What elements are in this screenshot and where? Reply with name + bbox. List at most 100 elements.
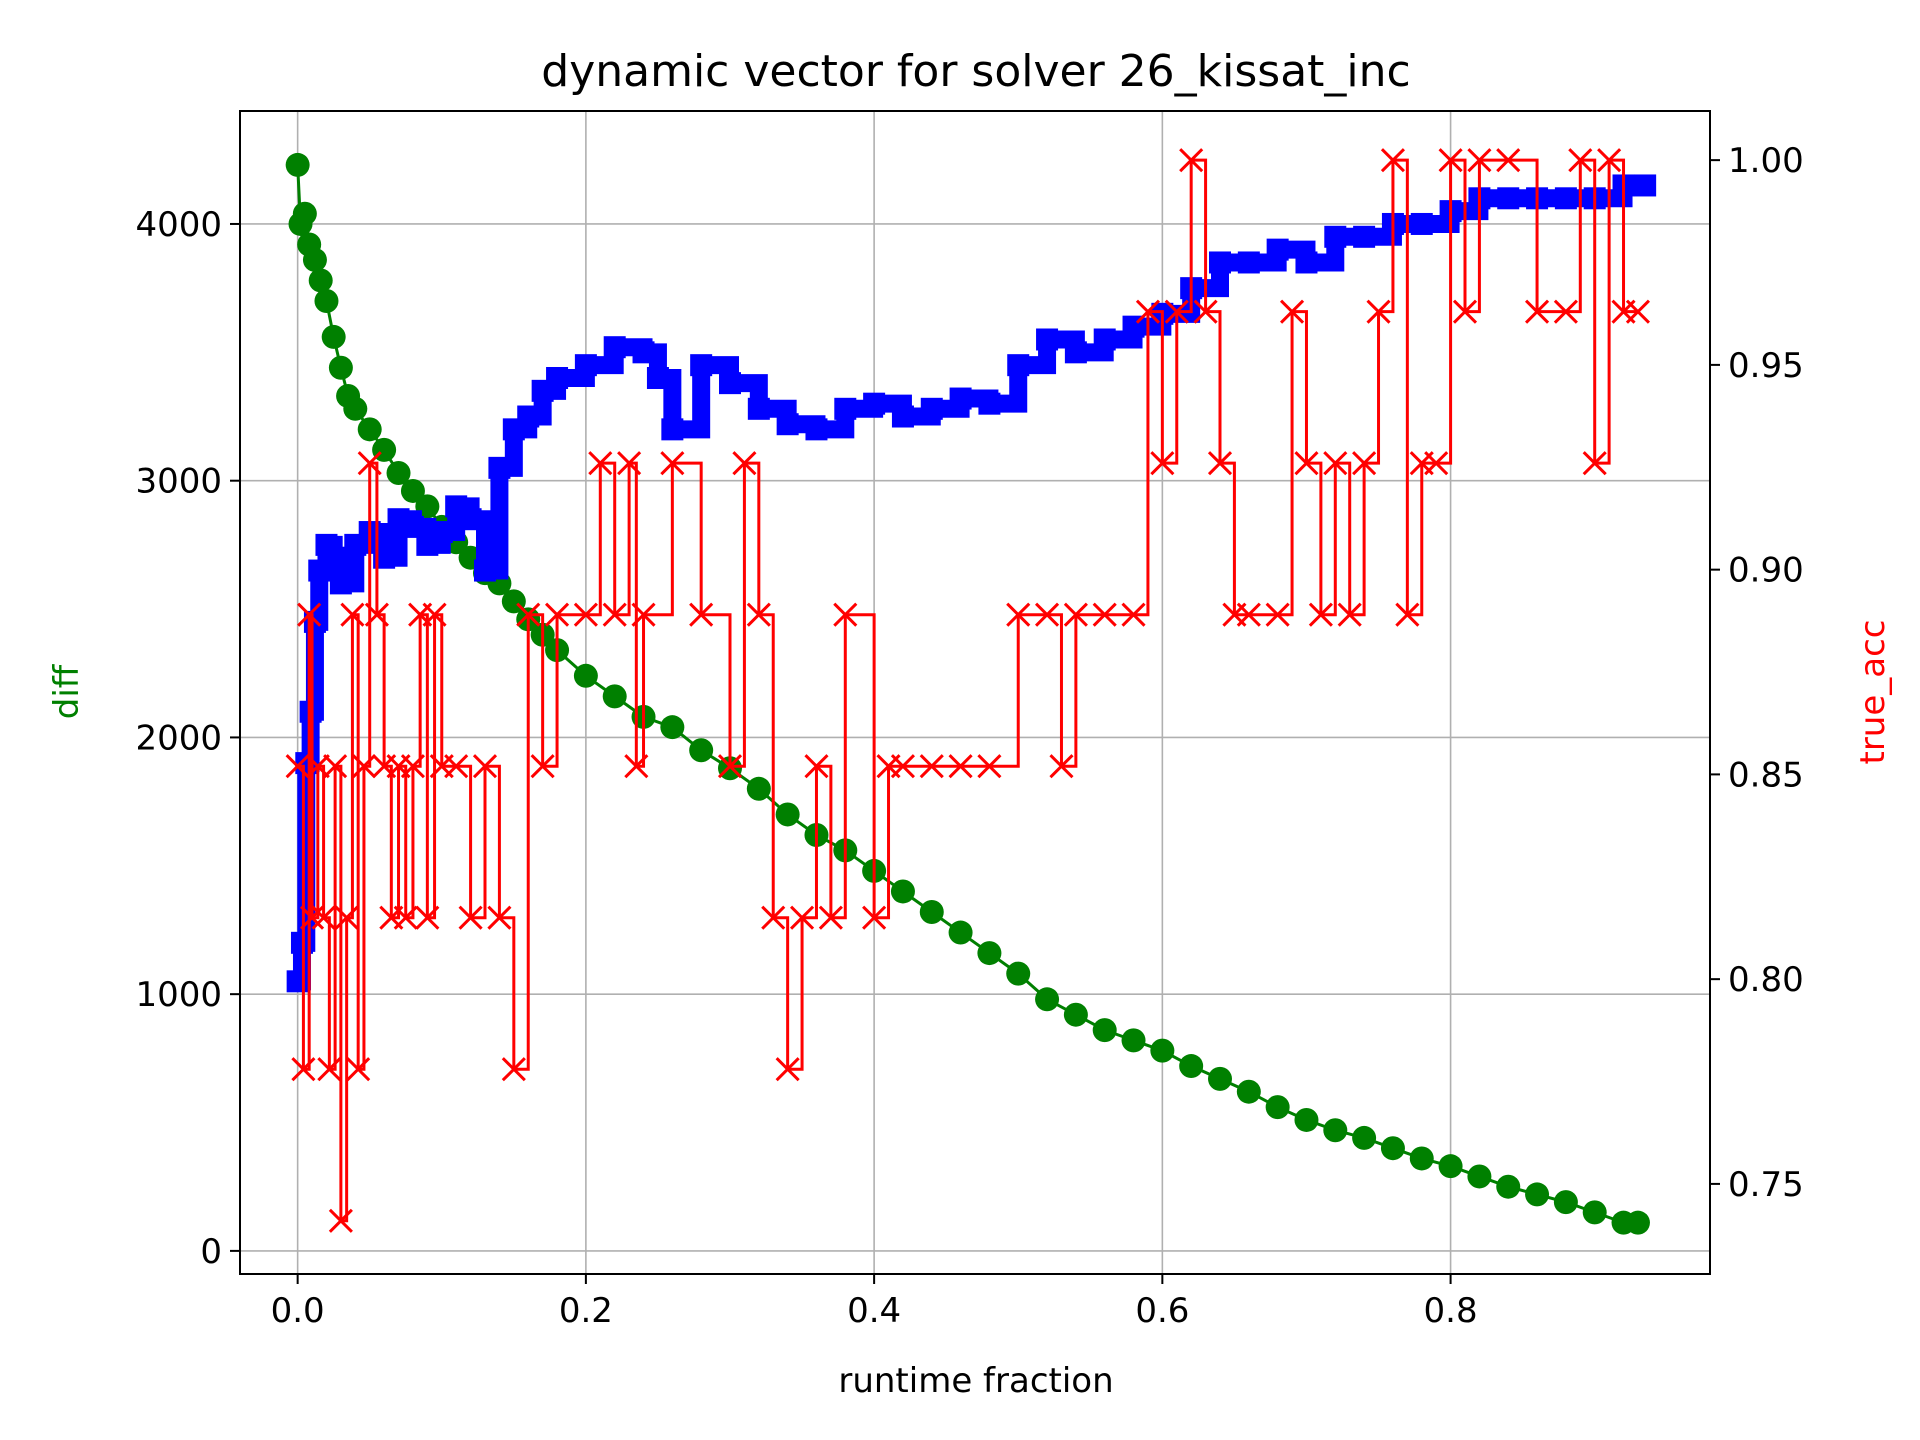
- point-diff-5: [308, 268, 333, 293]
- y-tick-label-left-1: 1000: [135, 975, 222, 1015]
- point-diff-58: [1525, 1182, 1550, 1207]
- point-true-acc-49: [862, 905, 887, 930]
- point-true-acc-81: [1438, 148, 1463, 173]
- point-true-acc-5: [311, 905, 336, 930]
- point-true-acc-91: [1625, 299, 1651, 324]
- point-true-acc-31: [544, 602, 570, 627]
- point-true-acc-4: [305, 754, 330, 779]
- point-true-acc-73: [1323, 451, 1348, 476]
- point-diff-48: [1236, 1079, 1261, 1104]
- y-tick-label-left-2: 2000: [135, 718, 222, 758]
- point-true-acc-86: [1553, 299, 1578, 324]
- point-diff-13: [386, 460, 411, 485]
- point-true-acc-3: [299, 905, 325, 930]
- point-blue-30: [719, 372, 741, 395]
- y-tick-label-right-4: 0.95: [1728, 346, 1804, 386]
- point-blue-32: [776, 413, 799, 436]
- point-blue-35: [863, 392, 886, 415]
- point-blue-11: [373, 546, 396, 569]
- point-diff-55: [1438, 1154, 1463, 1179]
- point-diff-28: [660, 715, 685, 740]
- y-axis-label-left: diff: [47, 663, 87, 719]
- point-true-acc-39: [689, 602, 714, 627]
- series-true-acc: [285, 148, 1651, 1233]
- point-diff-53: [1380, 1136, 1405, 1161]
- point-blue-39: [978, 392, 1001, 415]
- point-true-acc-77: [1380, 148, 1406, 173]
- point-diff-62: [1625, 1210, 1650, 1235]
- point-blue-34: [834, 397, 857, 420]
- point-true-acc-41: [732, 451, 757, 476]
- point-true-acc-9: [334, 905, 359, 930]
- point-diff-38: [948, 920, 973, 945]
- point-diff-40: [1006, 961, 1031, 986]
- point-true-acc-34: [602, 602, 627, 627]
- point-blue-57: [1497, 187, 1520, 210]
- point-true-acc-38: [660, 451, 685, 476]
- point-true-acc-64: [1179, 148, 1204, 173]
- point-diff-32: [775, 802, 800, 827]
- point-true-acc-62: [1150, 451, 1175, 476]
- point-true-acc-63: [1164, 299, 1189, 324]
- point-true-acc-78: [1395, 602, 1420, 627]
- point-blue-23: [546, 367, 569, 390]
- y-tick-label-left-0: 0: [200, 1232, 222, 1272]
- point-diff-52: [1352, 1125, 1377, 1150]
- point-true-acc-60: [1121, 602, 1146, 627]
- point-diff-2: [292, 201, 317, 226]
- x-tick-label-2: 0.4: [847, 1291, 901, 1331]
- point-diff-43: [1092, 1018, 1117, 1043]
- point-diff-37: [919, 900, 944, 925]
- point-true-acc-43: [761, 905, 786, 930]
- point-blue-33: [805, 418, 828, 441]
- point-blue-42: [1064, 341, 1087, 364]
- point-blue-17: [459, 508, 482, 531]
- point-diff-47: [1208, 1066, 1232, 1091]
- point-diff-57: [1496, 1174, 1521, 1199]
- point-true-acc-14: [364, 602, 389, 627]
- point-diff-36: [890, 879, 915, 904]
- point-true-acc-54: [977, 754, 1002, 779]
- point-blue-24: [574, 354, 597, 377]
- point-diff-41: [1035, 987, 1060, 1012]
- point-diff-6: [314, 288, 339, 313]
- point-blue-52: [1353, 225, 1376, 248]
- point-diff-42: [1063, 1002, 1088, 1027]
- point-true-acc-48: [833, 602, 858, 627]
- point-diff-4: [302, 247, 327, 272]
- point-true-acc-11: [346, 1057, 371, 1082]
- y-tick-label-right-3: 0.90: [1728, 551, 1804, 591]
- point-true-acc-22: [422, 602, 447, 627]
- point-diff-10: [343, 396, 368, 421]
- plot-frame: [239, 110, 1711, 1275]
- point-diff-14: [400, 478, 425, 503]
- point-true-acc-84: [1496, 148, 1521, 173]
- point-true-acc-46: [804, 754, 829, 779]
- point-true-acc-66: [1207, 451, 1233, 476]
- point-blue-59: [1554, 187, 1577, 210]
- point-true-acc-85: [1524, 299, 1550, 324]
- point-blue-38: [949, 387, 972, 410]
- y-tick-label-right-2: 0.85: [1728, 755, 1804, 795]
- point-blue-31: [747, 397, 770, 420]
- point-true-acc-59: [1092, 602, 1117, 627]
- y-axis-label-right: true_acc: [1853, 620, 1893, 765]
- point-blue-43: [1093, 328, 1116, 351]
- point-blue-25: [603, 336, 626, 359]
- point-true-acc-33: [588, 451, 613, 476]
- point-diff-31: [746, 776, 771, 801]
- point-true-acc-29: [516, 602, 541, 627]
- y-tick-label-right-0: 0.75: [1728, 1165, 1804, 1205]
- point-diff-60: [1582, 1200, 1607, 1225]
- point-true-acc-1: [291, 1057, 316, 1082]
- point-true-acc-37: [631, 602, 656, 627]
- point-blue-18: [474, 559, 496, 582]
- chart-title: dynamic vector for solver 26_kissat_inc: [541, 46, 1410, 97]
- point-blue-51: [1324, 225, 1347, 248]
- point-blue-0: [286, 970, 309, 993]
- point-diff-44: [1121, 1028, 1146, 1053]
- point-true-acc-68: [1236, 602, 1261, 627]
- point-true-acc-57: [1049, 754, 1074, 779]
- axes-layer: 0.0 0.2 0.4 0.6 0.8010002000300040000.750.80…: [135, 141, 1803, 1331]
- point-true-acc-58: [1063, 602, 1088, 627]
